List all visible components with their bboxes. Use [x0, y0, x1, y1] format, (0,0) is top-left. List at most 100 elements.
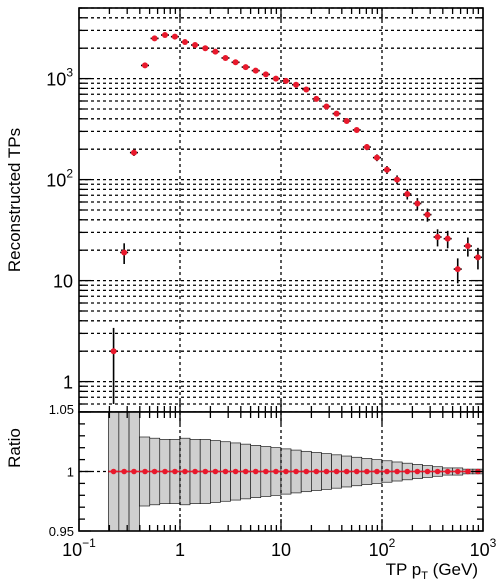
data-point-marker	[161, 32, 168, 39]
data-point-marker	[232, 59, 239, 66]
ratio-point	[179, 468, 191, 475]
ratio-point	[220, 468, 231, 475]
ratio-point	[452, 468, 463, 475]
data-point-marker	[192, 42, 199, 49]
top-y-tick-label: 103	[46, 66, 73, 90]
ratio-point	[442, 468, 453, 475]
ratio-point-marker	[192, 468, 198, 475]
tick-label-base: 10	[470, 540, 490, 560]
ratio-point-marker	[364, 468, 370, 475]
ratio-point-marker	[283, 468, 289, 475]
ratio-point	[422, 468, 433, 475]
data-point-marker	[424, 211, 431, 218]
ratio-point-marker	[202, 468, 209, 475]
ratio-point	[149, 468, 160, 475]
data-point-marker	[212, 48, 219, 55]
data-point	[352, 126, 361, 133]
ratio-point	[129, 468, 140, 475]
tick-label-exponent: 3	[490, 536, 497, 550]
ratio-point	[371, 468, 382, 475]
ratio-data-points	[108, 468, 483, 475]
ratio-point	[432, 468, 443, 475]
ratio-point	[200, 468, 211, 475]
data-point	[403, 189, 412, 200]
data-point-marker	[313, 95, 320, 102]
data-point	[312, 95, 321, 102]
ratio-point-marker	[444, 468, 451, 475]
ratio-point-marker	[424, 468, 431, 475]
data-point	[302, 86, 311, 93]
tick-label-exponent: 2	[66, 167, 73, 181]
ratio-point	[250, 468, 261, 475]
data-point-marker	[252, 67, 259, 74]
data-point	[120, 243, 129, 264]
ratio-point	[108, 468, 119, 475]
data-point-marker	[171, 33, 178, 40]
data-point	[342, 118, 351, 125]
data-point	[241, 64, 250, 71]
tick-label-base: 10	[46, 70, 66, 90]
ratio-point	[169, 468, 180, 475]
data-point	[140, 62, 149, 69]
data-point	[129, 149, 138, 156]
data-point-marker	[130, 149, 137, 156]
tick-label-exponent: 2	[389, 536, 396, 550]
ratio-point-marker	[293, 468, 299, 475]
ratio-point	[291, 468, 302, 475]
data-point-marker	[110, 348, 117, 355]
data-point-marker	[464, 243, 471, 250]
ratio-point-marker	[394, 468, 400, 475]
data-point-marker	[343, 118, 350, 125]
ratio-point-marker	[252, 468, 259, 475]
data-point-marker	[242, 64, 249, 71]
data-point	[211, 48, 220, 55]
ratio-point	[331, 468, 342, 475]
x-tick-label: 102	[369, 536, 396, 560]
ratio-point-marker	[162, 468, 168, 475]
ratio-y-tick-label: 1.05	[49, 402, 74, 417]
data-point	[150, 35, 159, 42]
ratio-point-marker	[343, 468, 350, 475]
data-point	[382, 166, 391, 174]
data-point	[180, 39, 189, 46]
data-point-marker	[373, 154, 380, 161]
data-point	[413, 198, 422, 210]
top-y-tick-label: 102	[46, 167, 73, 191]
ratio-point-marker	[182, 468, 188, 475]
data-point	[221, 54, 230, 61]
data-point	[292, 81, 301, 88]
top-y-tick-label: 10	[53, 272, 73, 292]
ratio-point-marker	[212, 468, 219, 475]
data-point-marker	[454, 266, 461, 273]
data-point	[231, 59, 240, 66]
ratio-point-marker	[263, 468, 269, 475]
ratio-point	[392, 468, 403, 475]
top-y-axis-title: Reconstructed TPs	[5, 128, 24, 272]
data-point	[191, 42, 200, 49]
data-point	[251, 67, 260, 74]
data-point	[423, 208, 432, 222]
x-tick-label: 10−1	[62, 536, 96, 560]
top-y-tick-label: 1	[63, 373, 73, 393]
ratio-y-tick-label: 0.95	[49, 524, 74, 539]
ratio-point-marker	[121, 468, 127, 475]
ratio-y-axis-title: Ratio	[5, 428, 24, 468]
tick-label-base: 10	[46, 171, 66, 191]
tick-label-base: 10	[271, 540, 291, 560]
ratio-point-marker	[313, 468, 320, 475]
data-point-marker	[141, 62, 148, 69]
ratio-point	[402, 468, 413, 475]
data-point-marker	[151, 35, 158, 42]
data-point-marker	[323, 103, 330, 110]
data-point	[332, 110, 341, 117]
data-point	[393, 175, 402, 185]
ratio-point-marker	[273, 468, 279, 475]
tick-label-base: 1	[63, 373, 73, 393]
x-axis-title: TP pT (GeV)	[386, 560, 478, 581]
data-point	[201, 45, 210, 52]
ratio-point-marker	[131, 468, 137, 475]
